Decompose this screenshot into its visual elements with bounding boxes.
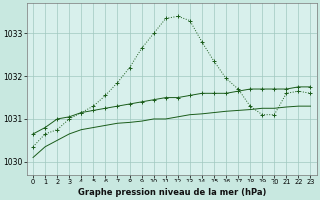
X-axis label: Graphe pression niveau de la mer (hPa): Graphe pression niveau de la mer (hPa) <box>77 188 266 197</box>
